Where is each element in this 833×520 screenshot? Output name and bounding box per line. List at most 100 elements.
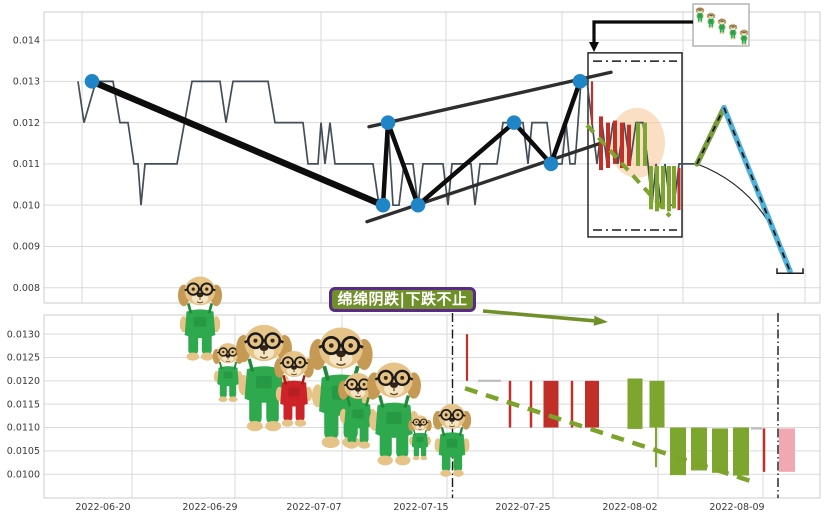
- candle: [712, 428, 728, 473]
- dog-image: [367, 362, 421, 466]
- y-tick-label: 0.008: [13, 283, 40, 294]
- glasses-icon: [708, 13, 711, 17]
- downtrend-dashed: [464, 386, 758, 486]
- x-tick-label: 2022-07-15: [393, 502, 448, 513]
- box-trend-dashed: [585, 123, 672, 218]
- glasses-temple: [358, 344, 364, 349]
- pivot-dot: [380, 115, 396, 130]
- dog-bib: [193, 317, 207, 327]
- glasses-temple: [211, 288, 216, 292]
- dog-image: [717, 18, 727, 34]
- dog-bib: [720, 25, 724, 28]
- dog-strap: [440, 426, 446, 437]
- dog-eye: [329, 343, 334, 348]
- dog-image: [728, 23, 738, 40]
- y-tick-label: 0.0105: [7, 446, 40, 457]
- dog-bib: [731, 31, 735, 34]
- dog-strap: [458, 426, 464, 437]
- dog-strap: [207, 303, 214, 314]
- dog-foot: [744, 43, 747, 46]
- dog-bib: [446, 439, 458, 448]
- glasses-icon: [394, 369, 411, 387]
- dog-strap: [346, 397, 352, 407]
- dog-eye: [709, 14, 711, 16]
- candle: [585, 380, 599, 428]
- dog-bib: [698, 14, 702, 17]
- dog-foot: [452, 469, 464, 477]
- dog-foot: [265, 421, 282, 432]
- end-bracket: [776, 268, 804, 275]
- pivot-dot: [506, 115, 522, 130]
- glasses-temple: [408, 376, 414, 381]
- dog-foot: [294, 419, 307, 427]
- dog-strap: [300, 375, 306, 385]
- top-panel: 0.014 0.013 0.012 0.011 0.010 0.009 0.008: [13, 11, 821, 304]
- candle: [670, 427, 686, 476]
- dog-bib: [386, 412, 402, 425]
- glasses-temple: [184, 288, 189, 292]
- y-tick-label: 0.010: [13, 200, 40, 211]
- forecast-arc: [696, 163, 790, 270]
- trend-arrow-shaft: [482, 309, 595, 323]
- dog-nose: [259, 345, 269, 352]
- glasses-temple: [244, 339, 249, 344]
- x-tick-label: 2022-07-25: [495, 502, 550, 513]
- dog-bib: [288, 387, 300, 397]
- dog-bib: [742, 36, 746, 39]
- pivot-dot: [84, 74, 100, 89]
- dog-eye: [222, 350, 225, 354]
- dog-eye: [191, 287, 195, 291]
- dog-strap: [712, 17, 714, 20]
- dog-strap: [364, 397, 370, 407]
- dog-mouth: [336, 357, 346, 366]
- forecast-line-dashes: [696, 107, 725, 165]
- dog-foot: [395, 455, 411, 466]
- candle: [649, 165, 653, 210]
- dog-foot: [246, 421, 263, 432]
- dog-eye: [720, 20, 722, 21]
- dog-strap: [403, 395, 410, 409]
- glasses-icon: [719, 19, 722, 22]
- dog-strap: [723, 23, 725, 26]
- candle: [465, 334, 469, 381]
- x-tick-label: 2022-08-02: [602, 502, 657, 513]
- dog-eye: [270, 338, 275, 343]
- dog-mouth: [290, 369, 298, 376]
- dog-mouth: [710, 16, 712, 18]
- price-line: [77, 80, 697, 207]
- candle: [661, 165, 665, 210]
- dog-strap: [424, 429, 427, 436]
- candle: [606, 122, 610, 169]
- glasses-icon: [697, 7, 700, 11]
- top-panel-content: [77, 52, 804, 275]
- pivot-segment-main: [88, 78, 387, 209]
- dog-mouth: [259, 350, 269, 359]
- dog-foot: [741, 43, 744, 46]
- dog-image: [177, 276, 223, 361]
- dog-foot: [697, 21, 700, 23]
- dog-foot: [377, 455, 393, 466]
- glasses-icon: [264, 332, 281, 350]
- dog-nose: [225, 354, 231, 358]
- candle: [590, 81, 594, 125]
- candle: [620, 122, 624, 169]
- y-tick-label: 0.013: [13, 77, 40, 88]
- dog-eye: [422, 421, 425, 423]
- dog-eye: [253, 338, 258, 343]
- dog-mouth: [225, 357, 231, 362]
- y-tick-label: 0.009: [13, 242, 40, 253]
- dog-eye: [722, 20, 724, 21]
- channel-line: [367, 70, 613, 129]
- dog-nose: [721, 21, 723, 22]
- dog-strap: [745, 34, 747, 37]
- glasses-temple: [279, 361, 284, 365]
- pivot-zigzag: [380, 79, 583, 208]
- y-tick-label: 0.0120: [7, 376, 40, 387]
- dog-eye: [698, 8, 700, 10]
- dog-foot: [321, 436, 340, 449]
- candle: [543, 380, 559, 428]
- dog-foot: [733, 38, 736, 40]
- dog-eye: [700, 8, 702, 10]
- dog-eye: [286, 360, 290, 364]
- dog-image: [236, 324, 292, 432]
